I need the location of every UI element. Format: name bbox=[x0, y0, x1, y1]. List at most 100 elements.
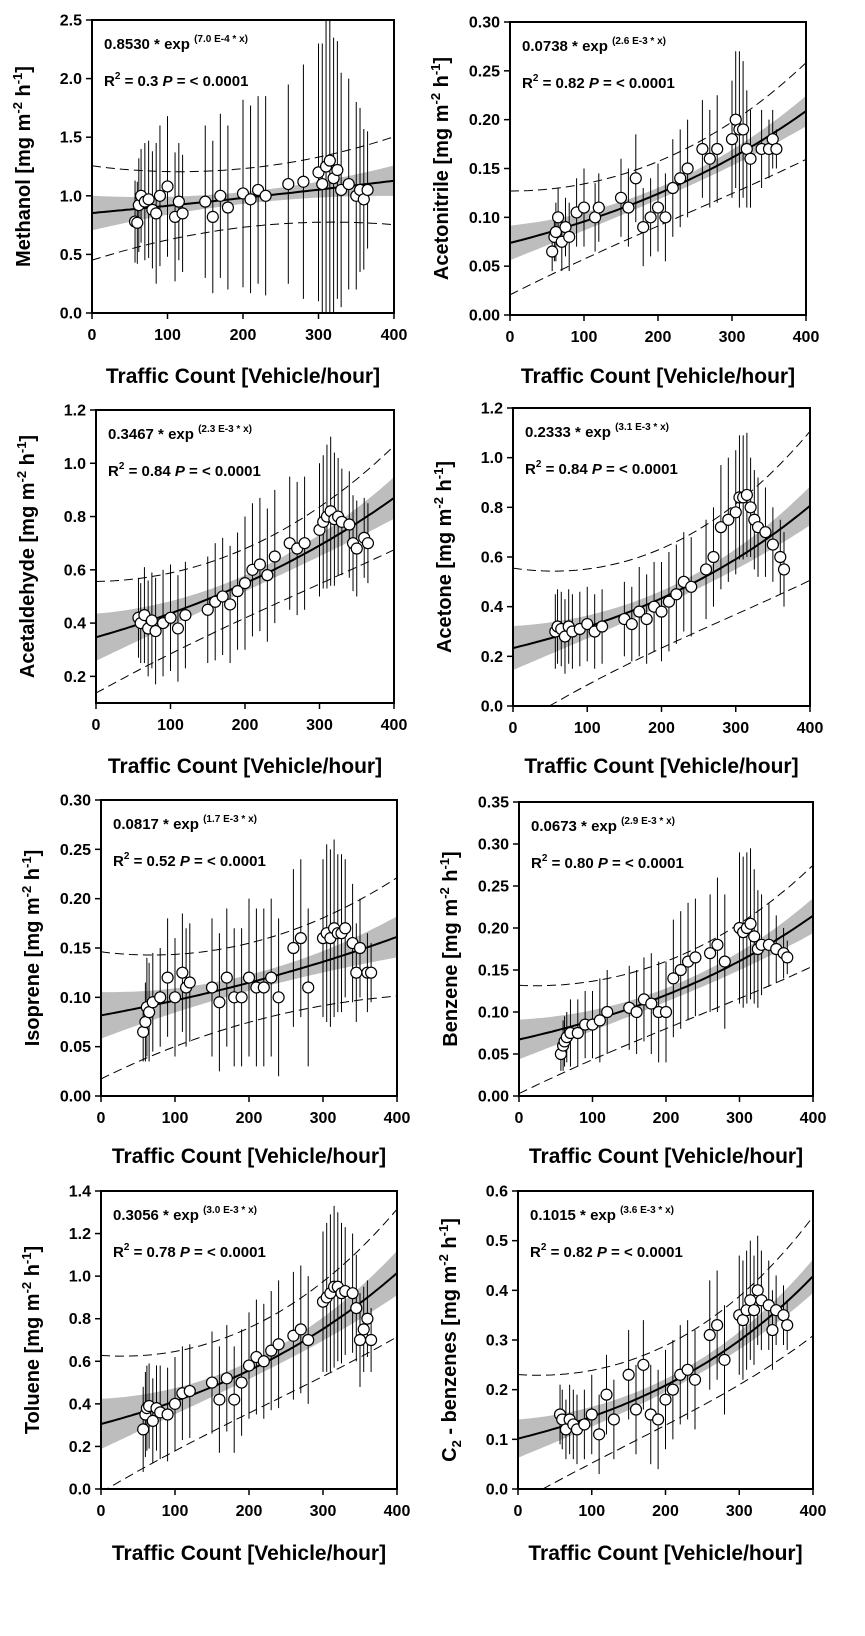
y-tick-label: 1.5 bbox=[60, 130, 82, 147]
y-tick-label: 0.8 bbox=[64, 509, 86, 526]
fit-statistics: R2 = 0.3 P = < 0.0001 bbox=[104, 71, 248, 90]
text-span: ] bbox=[431, 57, 453, 64]
text-span: h bbox=[22, 1264, 44, 1282]
text-span: -1 bbox=[14, 442, 29, 454]
fit-equation: 0.0817 * exp (1.7 E-3 * x) bbox=[113, 814, 257, 833]
data-point bbox=[689, 951, 702, 964]
data-point bbox=[145, 614, 158, 627]
y-tick-label: 0.25 bbox=[469, 63, 500, 80]
y-tick-label: 1.0 bbox=[64, 456, 86, 473]
data-point bbox=[183, 976, 196, 989]
prediction-line-lower bbox=[510, 158, 806, 296]
data-point bbox=[703, 1328, 716, 1342]
text-span: 2 bbox=[449, 1440, 464, 1447]
data-point bbox=[645, 997, 658, 1010]
text-span: P bbox=[163, 73, 174, 90]
data-point bbox=[659, 1393, 672, 1406]
data-point bbox=[744, 917, 757, 930]
y-tick-label: 0.10 bbox=[478, 1005, 509, 1022]
y-tick-label: 2.0 bbox=[60, 71, 82, 88]
data-point bbox=[718, 1353, 731, 1366]
plot-area bbox=[101, 839, 397, 1080]
text-span: -2 bbox=[14, 471, 29, 483]
data-point bbox=[696, 142, 709, 156]
text-span: 2 bbox=[536, 459, 542, 470]
text-span: Isoprene bbox=[22, 963, 44, 1046]
x-tick-label: 300 bbox=[310, 1503, 337, 1520]
y-tick-label: 0.8 bbox=[481, 500, 503, 517]
x-axis-label: Traffic Count [Vehicle/hour] bbox=[108, 755, 382, 778]
x-tick-label: 100 bbox=[579, 1110, 606, 1127]
data-point bbox=[759, 526, 772, 539]
text-span: ] bbox=[439, 1218, 461, 1225]
x-tick-label: 200 bbox=[230, 327, 257, 344]
chart-panel-isoprene: 0.00 0.05 0.10 0.15 0.20 0.25 0.30 0 100 200 300 40… bbox=[19, 793, 410, 1169]
data-point bbox=[137, 1423, 150, 1436]
data-point bbox=[272, 991, 285, 1004]
y-tick-label: 1.2 bbox=[64, 403, 86, 420]
text-span: P bbox=[180, 1244, 191, 1261]
y-axis-label: Benzene [mg m-2 h-1] bbox=[437, 851, 462, 1046]
data-point bbox=[257, 1355, 270, 1368]
data-point bbox=[161, 180, 174, 193]
x-tick-label: 400 bbox=[793, 329, 820, 346]
text-span: (3.0 E-3 * x) bbox=[203, 1205, 257, 1216]
data-point bbox=[228, 1393, 241, 1406]
x-axis-label: Traffic Count [Vehicle/hour] bbox=[524, 755, 798, 778]
prediction-line-upper bbox=[92, 136, 394, 173]
chart-panel-acetaldehyde: 0.2 0.4 0.6 0.8 1.0 1.2 0 100 200 300 400 Traffic C… bbox=[14, 403, 407, 779]
text-span: = < 0.0001 bbox=[173, 73, 249, 90]
text-span: Acetone bbox=[434, 574, 456, 653]
text-span: = 0.80 bbox=[547, 855, 593, 872]
data-point bbox=[339, 922, 352, 935]
prediction-line-lower bbox=[519, 965, 813, 1095]
text-span: [mg m bbox=[22, 897, 44, 963]
data-point bbox=[748, 930, 761, 943]
data-point bbox=[688, 1373, 702, 1386]
x-axis-label: Traffic Count [Vehicle/hour] bbox=[528, 1542, 802, 1565]
text-span: (2.3 E-3 * x) bbox=[198, 424, 252, 435]
x-tick-label: 0 bbox=[88, 327, 97, 344]
fit-statistics: R2 = 0.80 P = < 0.0001 bbox=[531, 853, 684, 872]
text-span: (7.0 E-4 * x) bbox=[194, 34, 248, 45]
x-tick-label: 100 bbox=[574, 720, 601, 737]
y-tick-label: 0.20 bbox=[478, 921, 509, 938]
text-span: Toluene bbox=[22, 1359, 44, 1434]
data-point bbox=[736, 123, 750, 136]
data-point bbox=[571, 1026, 584, 1040]
data-point bbox=[294, 932, 307, 945]
data-point bbox=[142, 193, 155, 206]
y-tick-label: 0.20 bbox=[60, 891, 91, 908]
x-tick-label: 100 bbox=[162, 1110, 189, 1127]
data-point bbox=[681, 162, 694, 175]
fit-equation: 0.2333 * exp (3.1 E-3 * x) bbox=[525, 422, 669, 441]
x-tick-label: 300 bbox=[310, 1110, 337, 1127]
fit-equation: 0.8530 * exp (7.0 E-4 * x) bbox=[104, 34, 248, 53]
data-point bbox=[714, 521, 728, 534]
text-span: (2.9 E-3 * x) bbox=[621, 816, 675, 827]
text-span: = < 0.0001 bbox=[608, 855, 684, 872]
data-point bbox=[205, 981, 219, 994]
data-point bbox=[316, 177, 329, 191]
prediction-line-upper bbox=[513, 430, 810, 572]
y-tick-label: 0.35 bbox=[478, 795, 509, 812]
data-point bbox=[220, 1372, 233, 1385]
x-tick-label: 200 bbox=[236, 1503, 263, 1520]
data-point bbox=[681, 1363, 694, 1376]
x-tick-label: 200 bbox=[232, 717, 259, 734]
data-point bbox=[549, 225, 562, 239]
text-span: ] bbox=[17, 435, 39, 442]
text-span: - benzenes bbox=[439, 1331, 461, 1440]
data-point bbox=[718, 955, 731, 968]
data-point bbox=[361, 537, 375, 550]
fit-statistics: R2 = 0.78 P = < 0.0001 bbox=[113, 1242, 266, 1261]
data-point bbox=[725, 133, 739, 146]
prediction-line-lower bbox=[92, 221, 394, 261]
data-point bbox=[179, 608, 192, 622]
fit-statistics: R2 = 0.52 P = < 0.0001 bbox=[113, 851, 266, 870]
text-span: -2 bbox=[437, 887, 452, 899]
x-tick-label: 300 bbox=[726, 1110, 753, 1127]
text-span: 0.0673 bbox=[531, 818, 577, 835]
text-span: 2 bbox=[115, 71, 121, 82]
data-point bbox=[581, 617, 594, 631]
